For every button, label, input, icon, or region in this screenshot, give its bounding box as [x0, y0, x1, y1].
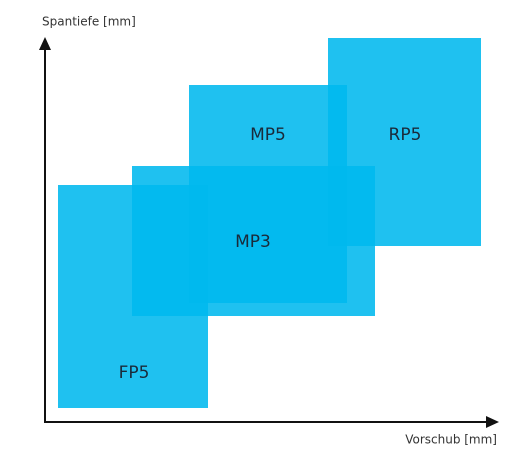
- region-label: RP5: [389, 125, 422, 145]
- y-axis-label: Spantiefe [mm]: [42, 15, 136, 29]
- x-axis-label: Vorschub [mm]: [405, 433, 497, 447]
- region-label: MP3: [235, 232, 271, 252]
- region-label: FP5: [119, 363, 150, 383]
- region-label: MP5: [250, 125, 286, 145]
- x-axis-arrow: [486, 416, 499, 428]
- region-rp5: [328, 38, 481, 246]
- region-mp5: [189, 85, 347, 303]
- y-axis-arrow: [39, 37, 51, 50]
